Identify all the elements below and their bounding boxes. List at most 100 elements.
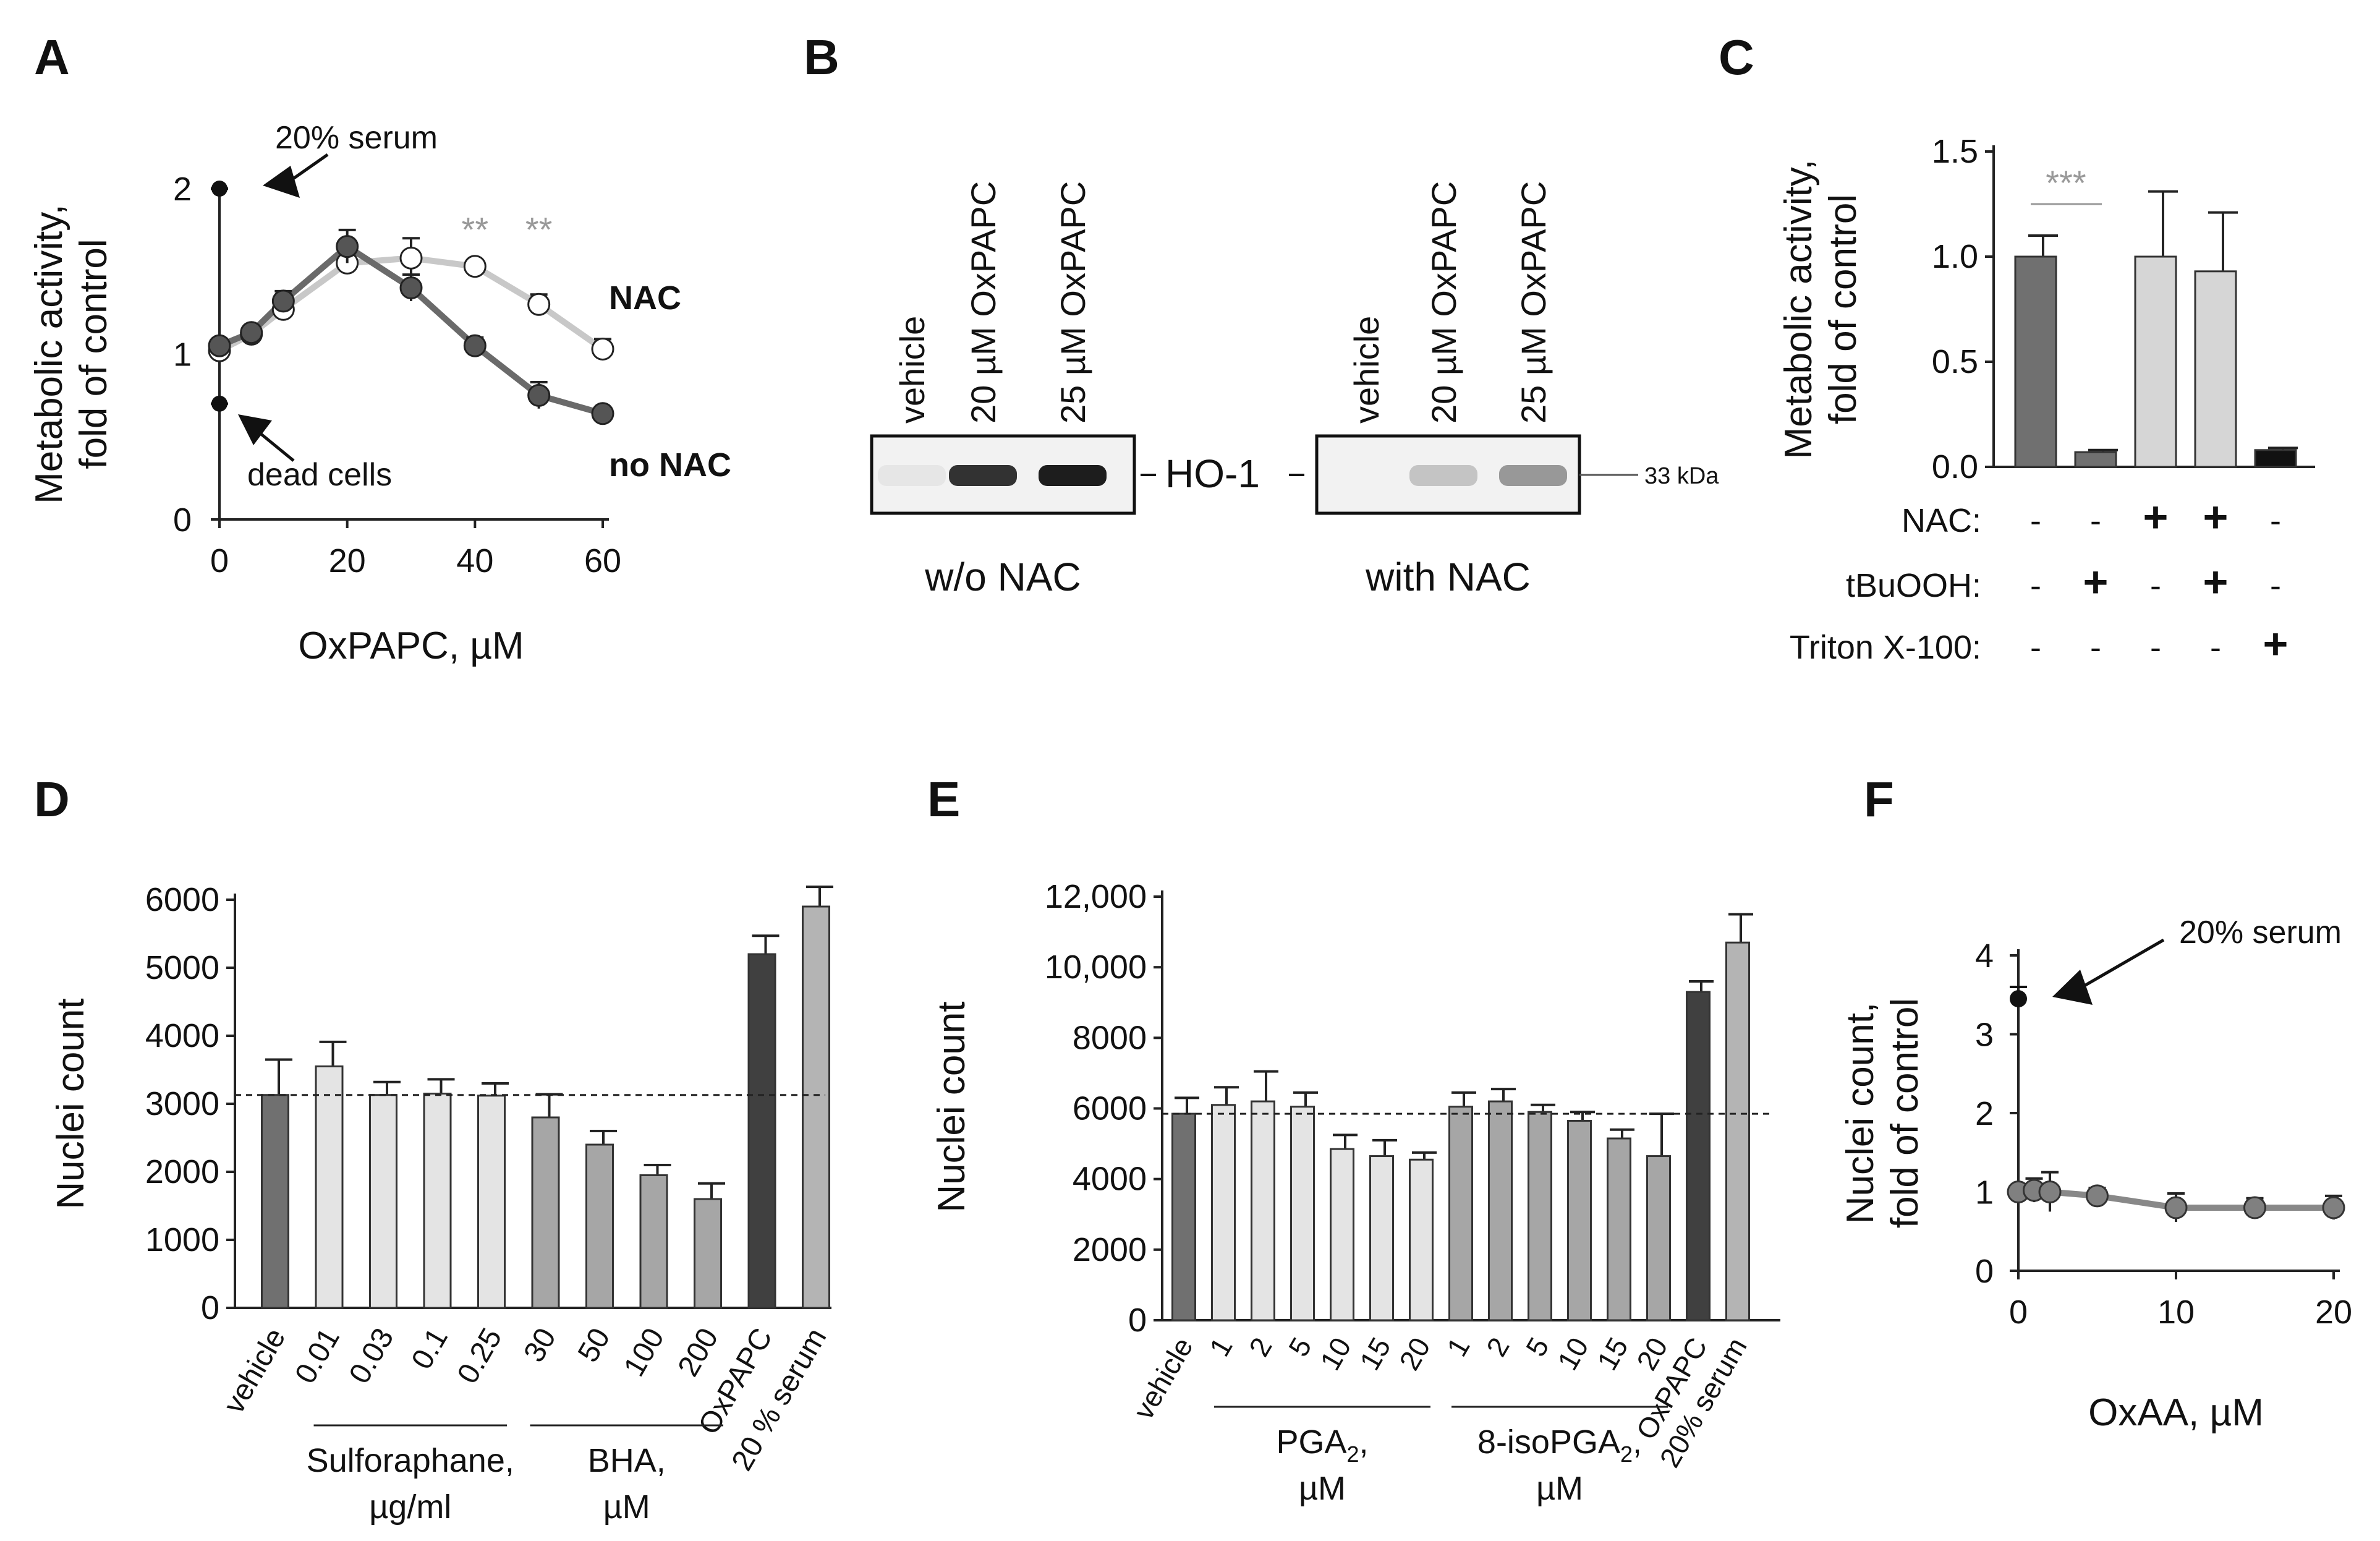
- bar: [423, 1093, 452, 1309]
- y-tick-label: 2000: [145, 1153, 219, 1190]
- condition-mark: -: [2150, 629, 2161, 666]
- group-label-comma: ,: [1633, 1424, 1642, 1461]
- y-axis-title: Nuclei count: [49, 998, 92, 1209]
- group-label-name: PGA: [1276, 1424, 1346, 1461]
- bar: [2134, 255, 2177, 468]
- data-point: [591, 337, 614, 361]
- band-label: HO-1: [1165, 451, 1260, 496]
- condition-mark: -: [2030, 567, 2041, 604]
- group-label-line1: 8-isoPGA2,: [1477, 1424, 1642, 1467]
- blot-left-lane-label: vehicle: [893, 316, 932, 424]
- data-point: [2038, 1180, 2062, 1203]
- dead-arrow-shaft: [258, 432, 295, 462]
- y-tick-label: 4: [1975, 937, 1994, 975]
- y-tick-label: 0: [201, 1289, 219, 1326]
- x-category-label: 2: [1243, 1332, 1278, 1362]
- x-category-label: 0.01: [289, 1323, 346, 1389]
- significance-stars: ***: [2046, 163, 2086, 202]
- bar: [1369, 1155, 1394, 1321]
- serum-arrow-shaft: [2079, 938, 2165, 990]
- bar: [802, 905, 830, 1309]
- y-axis-title: Nuclei count: [930, 1001, 973, 1212]
- y-axis-title: Nuclei count,fold of control: [1839, 998, 1926, 1228]
- serum-arrow-head: [2052, 970, 2093, 1005]
- blot-right-lane-label: vehicle: [1347, 316, 1386, 424]
- y-tick-label: 5000: [145, 949, 219, 986]
- x-category-label: 2: [1480, 1332, 1516, 1362]
- group-label-subscript: 2: [1347, 1441, 1359, 1467]
- group-label-line2: µg/ml: [369, 1488, 451, 1526]
- bar: [1330, 1148, 1354, 1321]
- data-point: [527, 383, 551, 407]
- data-point: [591, 402, 614, 425]
- group-label-line2: µM: [1299, 1470, 1346, 1507]
- data-point: [240, 321, 263, 344]
- condition-mark: -: [2210, 629, 2221, 666]
- nac-series-label: NAC: [609, 280, 681, 317]
- group-label-name: 8-isoPGA: [1477, 1424, 1620, 1461]
- bar: [369, 1094, 397, 1309]
- condition-mark: -: [2150, 567, 2161, 604]
- group-label-comma: ,: [1359, 1424, 1369, 1461]
- bar: [1211, 1104, 1236, 1321]
- blot-right-lane-label: 25 µM OxPAPC: [1514, 181, 1553, 424]
- data-point: [463, 255, 487, 278]
- dead-cells-label: dead cells: [247, 457, 392, 493]
- y-tick-label: 10,000: [1045, 949, 1147, 986]
- panel-c-bar-chart: 0.0 0.5 1.0 1.5 Metabolic activity,fold of c…: [1777, 133, 2315, 668]
- panel-e-bar-chart: 0 2000 4000 6000 8000 10,000 12,000 Nuclei coun…: [930, 878, 1780, 1507]
- y-tick-label: 8000: [1073, 1019, 1147, 1056]
- serum-label: 20% serum: [275, 120, 438, 156]
- data-point: [336, 235, 359, 258]
- y-axis-title-line2: fold of control: [1884, 998, 1926, 1228]
- serum-arrow-head: [263, 166, 300, 198]
- bar: [1646, 1155, 1671, 1321]
- group-label-line2: µM: [1536, 1470, 1583, 1507]
- significance-stars: **: [525, 210, 553, 249]
- y-tick-label: 0: [173, 502, 192, 539]
- y-tick-label: 2000: [1073, 1231, 1147, 1268]
- y-axis-title: Metabolic activity,fold of control: [28, 204, 115, 504]
- bar: [2074, 451, 2117, 468]
- condition-mark: -: [2090, 502, 2101, 539]
- x-axis-title: OxAA, µM: [2088, 1391, 2264, 1434]
- panel-d-bar-chart: 0 1000 2000 3000 4000 5000 6000 Nuclei count veh…: [49, 881, 833, 1526]
- data-point: [527, 292, 551, 316]
- condition-label: tBuOOH:: [1846, 567, 1981, 604]
- bar: [477, 1095, 506, 1309]
- data-point: [2243, 1196, 2266, 1219]
- x-category-label: 10: [1551, 1332, 1595, 1375]
- x-tick-label: 0: [210, 542, 229, 579]
- panel-f-line-chart: 0 1 2 3 4 0 10 20 OxAA, µM Nuclei count,fold of c…: [1839, 915, 2352, 1434]
- bar: [1607, 1137, 1631, 1321]
- bar: [747, 953, 776, 1309]
- bar: [1171, 1112, 1196, 1321]
- y-tick-label: 2: [1975, 1095, 1994, 1132]
- blot-right-band: [1409, 465, 1477, 486]
- x-category-label: 200: [672, 1323, 725, 1382]
- y-tick-label: 6000: [1073, 1090, 1147, 1127]
- x-category-label: 100: [618, 1323, 671, 1382]
- bar: [585, 1143, 614, 1309]
- bar: [1251, 1100, 1275, 1321]
- condition-mark: -: [2090, 629, 2101, 666]
- bar: [639, 1174, 668, 1309]
- y-tick-label: 0.5: [1932, 343, 1978, 380]
- x-category-label: 20: [1393, 1332, 1437, 1375]
- y-tick-label: 1.0: [1932, 238, 1978, 275]
- panel-letter-a: A: [34, 30, 70, 85]
- group-label-line2: µM: [603, 1488, 650, 1526]
- blot-left-band: [878, 465, 946, 486]
- data-point: [208, 334, 231, 357]
- condition-mark: -: [2270, 567, 2281, 604]
- y-tick-label: 6000: [145, 881, 219, 918]
- panel-letter-f: F: [1864, 772, 1894, 827]
- bar: [1448, 1106, 1473, 1321]
- y-tick-label: 4000: [145, 1017, 219, 1054]
- x-category-label: 15: [1353, 1332, 1397, 1375]
- x-category-label: vehicle: [1127, 1332, 1199, 1425]
- x-category-label: 15: [1591, 1332, 1634, 1375]
- x-category-label: 0.25: [451, 1323, 509, 1389]
- y-tick-label: 0: [1975, 1253, 1994, 1290]
